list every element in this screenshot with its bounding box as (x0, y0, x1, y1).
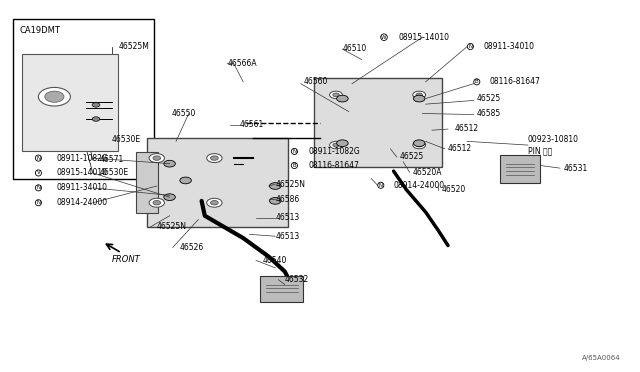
Text: N: N (36, 200, 40, 205)
Text: 46512: 46512 (454, 124, 479, 133)
FancyBboxPatch shape (314, 78, 442, 167)
Text: 08911-1082G: 08911-1082G (308, 147, 360, 156)
Text: 46530E: 46530E (112, 135, 141, 144)
Text: 46561: 46561 (240, 120, 264, 129)
Text: 46525M: 46525M (118, 42, 149, 51)
Circle shape (330, 91, 342, 99)
Text: FRONT: FRONT (112, 255, 141, 264)
Circle shape (413, 141, 426, 149)
Circle shape (92, 103, 100, 107)
Text: N: N (379, 183, 383, 188)
Text: 08914-24000: 08914-24000 (56, 198, 108, 207)
Text: 46540: 46540 (262, 256, 287, 265)
Text: V: V (36, 170, 40, 176)
Text: 08914-24000: 08914-24000 (394, 181, 445, 190)
Circle shape (211, 156, 218, 160)
FancyBboxPatch shape (260, 276, 303, 302)
Text: 46525: 46525 (477, 94, 501, 103)
Circle shape (153, 201, 161, 205)
Circle shape (337, 95, 348, 102)
Text: 08911-1082G: 08911-1082G (56, 154, 108, 163)
Text: 46571: 46571 (99, 155, 124, 164)
Bar (13, 19, 154, 179)
Circle shape (211, 201, 218, 205)
Text: CA19DMT: CA19DMT (19, 26, 60, 35)
Text: 46530E: 46530E (99, 169, 129, 177)
Text: 46513: 46513 (275, 213, 300, 222)
Circle shape (180, 177, 191, 184)
Text: B: B (292, 163, 296, 168)
Circle shape (269, 183, 281, 189)
Circle shape (416, 143, 422, 147)
Circle shape (416, 93, 422, 97)
Circle shape (333, 93, 339, 97)
Circle shape (207, 154, 222, 163)
Circle shape (413, 140, 425, 147)
Text: N: N (292, 149, 296, 154)
Text: 46520: 46520 (442, 185, 466, 194)
Text: 46526: 46526 (179, 243, 204, 252)
Circle shape (164, 194, 175, 201)
Circle shape (269, 198, 281, 204)
Text: 46525N: 46525N (275, 180, 305, 189)
Text: 08911-34010: 08911-34010 (56, 183, 108, 192)
Text: 46550: 46550 (172, 109, 196, 118)
Circle shape (413, 95, 425, 102)
Circle shape (164, 160, 175, 167)
Text: 46513: 46513 (275, 232, 300, 241)
FancyBboxPatch shape (136, 152, 158, 213)
Text: PIN ピン: PIN ピン (528, 146, 552, 155)
Text: 46520A: 46520A (413, 168, 442, 177)
Text: 00923-10810: 00923-10810 (528, 135, 579, 144)
Text: 46531: 46531 (563, 164, 588, 173)
Text: 08911-34010: 08911-34010 (483, 42, 534, 51)
Text: 46586: 46586 (275, 195, 300, 203)
Text: 46525N: 46525N (157, 222, 187, 231)
FancyBboxPatch shape (22, 54, 118, 151)
Circle shape (92, 117, 100, 121)
Text: 46585: 46585 (477, 109, 501, 118)
Circle shape (45, 91, 64, 102)
Circle shape (413, 91, 426, 99)
Circle shape (38, 87, 70, 106)
Text: B: B (475, 79, 479, 84)
Text: 08915-14010: 08915-14010 (56, 169, 108, 177)
Text: W: W (381, 35, 387, 40)
Text: 08915-14010: 08915-14010 (398, 33, 449, 42)
Text: N: N (468, 44, 472, 49)
Text: N: N (36, 185, 40, 190)
Text: 08116-81647: 08116-81647 (308, 161, 359, 170)
Text: N: N (36, 155, 40, 161)
Circle shape (337, 140, 348, 147)
FancyBboxPatch shape (500, 155, 540, 183)
Text: 08116-81647: 08116-81647 (490, 77, 540, 86)
Circle shape (207, 198, 222, 207)
Circle shape (153, 156, 161, 160)
Circle shape (149, 154, 164, 163)
Text: 46560: 46560 (304, 77, 328, 86)
Text: A/65A0064: A/65A0064 (582, 355, 621, 361)
FancyBboxPatch shape (147, 138, 288, 227)
Text: 46532: 46532 (285, 275, 309, 284)
Text: 46510: 46510 (342, 44, 367, 53)
Circle shape (333, 143, 339, 147)
Circle shape (149, 198, 164, 207)
Circle shape (330, 141, 342, 149)
Text: 46525: 46525 (400, 153, 424, 161)
Text: 46512: 46512 (448, 144, 472, 153)
Text: 46566A: 46566A (227, 59, 257, 68)
